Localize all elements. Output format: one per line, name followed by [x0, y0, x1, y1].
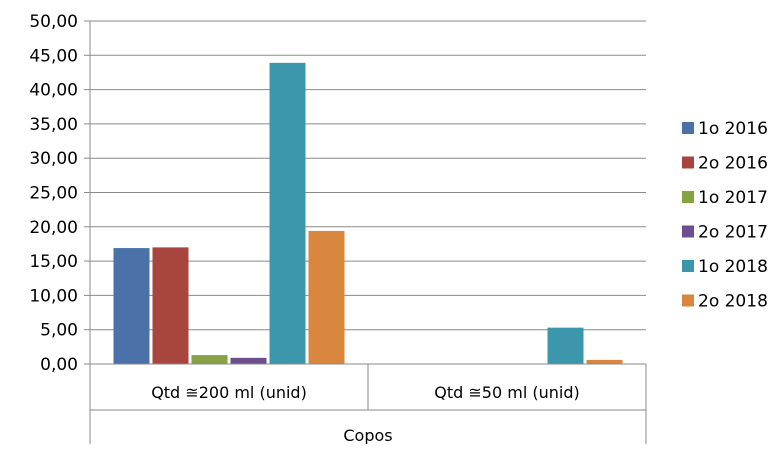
y-tick-label: 25,00	[29, 184, 78, 204]
legend-swatch	[682, 260, 694, 272]
legend-item[interactable]: 2o 2018	[682, 292, 768, 312]
legend-item[interactable]: 2o 2016	[682, 154, 768, 174]
legend-swatch	[682, 294, 694, 307]
bars	[113, 62, 623, 364]
y-axis: 0,00 5,00 10,00 15,00 20,00 25,00 30,00 35,00 40…	[29, 12, 91, 375]
legend-swatch	[682, 225, 694, 238]
legend-item[interactable]: 1o 2016	[682, 119, 768, 139]
y-tick-label: 35,00	[29, 115, 78, 135]
bar	[230, 357, 267, 364]
y-tick-label: 20,00	[29, 218, 78, 238]
bar	[191, 355, 228, 364]
x-tick-label: Qtd ≅50 ml (unid)	[434, 383, 579, 402]
legend-item[interactable]: 1o 2017	[682, 188, 768, 208]
bar	[308, 230, 345, 364]
bar	[152, 247, 189, 364]
legend-item[interactable]: 1o 2018	[682, 257, 768, 277]
x-tick-label: Qtd ≅200 ml (unid)	[151, 383, 307, 402]
bar	[547, 327, 584, 364]
legend-swatch	[682, 191, 694, 203]
bar	[586, 359, 623, 364]
legend-label: 1o 2016	[698, 119, 768, 139]
x-group-label: Copos	[343, 426, 392, 444]
legend-swatch	[682, 156, 694, 169]
legend-label: 2o 2016	[698, 154, 768, 174]
legend-label: 1o 2018	[698, 257, 768, 277]
y-tick-label: 5,00	[40, 321, 78, 341]
y-tick-label: 0,00	[40, 355, 78, 375]
legend[interactable]: 1o 2016 2o 2016 1o 2017 2o 2017 1o 2018 2o 20…	[682, 119, 768, 312]
y-tick-label: 45,00	[29, 46, 78, 66]
y-tick-label: 10,00	[29, 286, 78, 306]
bar	[113, 248, 150, 364]
y-tick-label: 15,00	[29, 252, 78, 272]
legend-swatch	[682, 122, 694, 134]
bar	[269, 62, 306, 364]
x-axis: Qtd ≅200 ml (unid) Qtd ≅50 ml (unid) Copos	[89, 363, 647, 445]
y-tick-label: 30,00	[29, 149, 78, 169]
legend-label: 2o 2018	[698, 292, 768, 312]
y-tick-label: 50,00	[29, 12, 78, 32]
legend-label: 1o 2017	[698, 188, 768, 208]
y-tick-label: 40,00	[29, 81, 78, 101]
legend-item[interactable]: 2o 2017	[682, 223, 768, 243]
legend-label: 2o 2017	[698, 223, 768, 243]
